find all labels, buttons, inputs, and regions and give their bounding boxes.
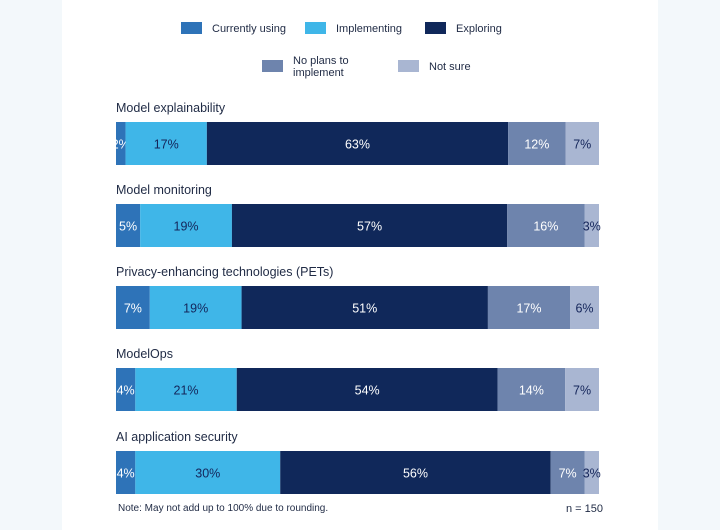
bar-value-label-no-plans-to-implement-modelops: 14% bbox=[519, 384, 544, 398]
legend-label-no-plans-to-implement: No plans to implement bbox=[293, 55, 349, 79]
chart-panel bbox=[62, 0, 658, 530]
bar-segment-exploring-model-explainability bbox=[206, 122, 509, 165]
sample-size: n = 150 bbox=[566, 503, 604, 515]
bar-value-label-no-plans-to-implement-privacy-enhancing-technologies-pets: 17% bbox=[516, 302, 541, 316]
chart-legend: Currently using Implementing Exploring No p… bbox=[181, 22, 502, 79]
legend-label-currently-using: Currently using bbox=[212, 23, 286, 35]
bar-value-label-implementing-modelops: 21% bbox=[174, 384, 199, 398]
bar-segment-currently-using-model-monitoring bbox=[116, 204, 141, 247]
legend-swatch-currently-using bbox=[181, 22, 202, 34]
category-label-privacy-enhancing-technologies-pets: Privacy-enhancing technologies (PETs) bbox=[116, 265, 333, 279]
bar-segment-currently-using-ai-application-security bbox=[116, 451, 136, 494]
bar-segment-currently-using-modelops bbox=[116, 368, 136, 411]
bar-value-label-exploring-model-explainability: 63% bbox=[345, 138, 370, 152]
bar-segment-exploring-privacy-enhancing-technologies-pets bbox=[241, 286, 488, 329]
bar-segment-implementing-model-explainability bbox=[125, 122, 207, 165]
bar-segment-implementing-model-monitoring bbox=[140, 204, 232, 247]
legend-label-implementing: Implementing bbox=[336, 23, 402, 35]
bar-value-label-not-sure-modelops: 7% bbox=[573, 384, 591, 398]
bar-value-label-currently-using-ai-application-security: 4% bbox=[117, 467, 135, 481]
bar-value-label-no-plans-to-implement-model-explainability: 12% bbox=[524, 138, 549, 152]
bar-segment-no-plans-to-implement-model-explainability bbox=[508, 122, 566, 165]
legend-swatch-exploring bbox=[425, 22, 446, 34]
bar-value-label-exploring-modelops: 54% bbox=[355, 384, 380, 398]
bar-value-label-not-sure-privacy-enhancing-technologies-pets: 6% bbox=[575, 302, 593, 316]
bar-value-label-not-sure-model-explainability: 7% bbox=[573, 138, 591, 152]
bar-value-label-implementing-ai-application-security: 30% bbox=[195, 467, 220, 481]
chart-bars: Model explainability 2% 17% 63% 12% 7% Model m… bbox=[112, 101, 601, 494]
chart-footnote: Note: May not add up to 100% due to roun… bbox=[118, 503, 329, 514]
bar-value-label-currently-using-modelops: 4% bbox=[117, 384, 135, 398]
bar-segment-not-sure-ai-application-security bbox=[584, 451, 599, 494]
bar-segment-no-plans-to-implement-ai-application-security bbox=[550, 451, 585, 494]
bar-segment-implementing-modelops bbox=[135, 368, 237, 411]
bar-segment-no-plans-to-implement-modelops bbox=[497, 368, 566, 411]
legend-swatch-not-sure bbox=[398, 60, 419, 72]
bar-value-label-implementing-model-monitoring: 19% bbox=[174, 220, 199, 234]
bar-value-label-currently-using-model-explainability: 2% bbox=[112, 138, 130, 152]
bar-segment-not-sure-model-monitoring bbox=[584, 204, 599, 247]
bar-segment-no-plans-to-implement-model-monitoring bbox=[507, 204, 585, 247]
bar-value-label-exploring-ai-application-security: 56% bbox=[403, 467, 428, 481]
bar-segment-no-plans-to-implement-privacy-enhancing-technologies-pets bbox=[487, 286, 571, 329]
category-label-model-monitoring: Model monitoring bbox=[116, 183, 212, 197]
bar-value-label-not-sure-model-monitoring: 3% bbox=[583, 220, 601, 234]
bar-segment-not-sure-modelops bbox=[565, 368, 599, 411]
legend-swatch-implementing bbox=[305, 22, 326, 34]
bar-value-label-not-sure-ai-application-security: 3% bbox=[583, 467, 601, 481]
category-label-model-explainability: Model explainability bbox=[116, 101, 226, 115]
bar-value-label-implementing-model-explainability: 17% bbox=[154, 138, 179, 152]
bar-segment-implementing-ai-application-security bbox=[135, 451, 281, 494]
legend-swatch-no-plans-to-implement bbox=[262, 60, 283, 72]
bar-segment-implementing-privacy-enhancing-technologies-pets bbox=[149, 286, 242, 329]
bar-segment-not-sure-model-explainability bbox=[565, 122, 599, 165]
bar-value-label-implementing-privacy-enhancing-technologies-pets: 19% bbox=[183, 302, 208, 316]
legend-label-not-sure: Not sure bbox=[429, 61, 471, 73]
bar-value-label-no-plans-to-implement-ai-application-security: 7% bbox=[559, 467, 577, 481]
bar-segment-exploring-ai-application-security bbox=[280, 451, 551, 494]
bar-segment-currently-using-model-explainability bbox=[116, 122, 126, 165]
bar-segment-exploring-modelops bbox=[236, 368, 498, 411]
bar-segment-exploring-model-monitoring bbox=[231, 204, 508, 247]
bar-value-label-exploring-model-monitoring: 57% bbox=[357, 220, 382, 234]
category-label-modelops: ModelOps bbox=[116, 347, 173, 361]
bar-segment-not-sure-privacy-enhancing-technologies-pets bbox=[570, 286, 599, 329]
bar-value-label-exploring-privacy-enhancing-technologies-pets: 51% bbox=[352, 302, 377, 316]
bar-value-label-currently-using-privacy-enhancing-technologies-pets: 7% bbox=[124, 302, 142, 316]
bar-value-label-no-plans-to-implement-model-monitoring: 16% bbox=[533, 220, 558, 234]
legend-label-exploring: Exploring bbox=[456, 23, 502, 35]
bar-value-label-currently-using-model-monitoring: 5% bbox=[119, 220, 137, 234]
category-label-ai-application-security: AI application security bbox=[116, 430, 238, 444]
bar-segment-currently-using-privacy-enhancing-technologies-pets bbox=[116, 286, 150, 329]
